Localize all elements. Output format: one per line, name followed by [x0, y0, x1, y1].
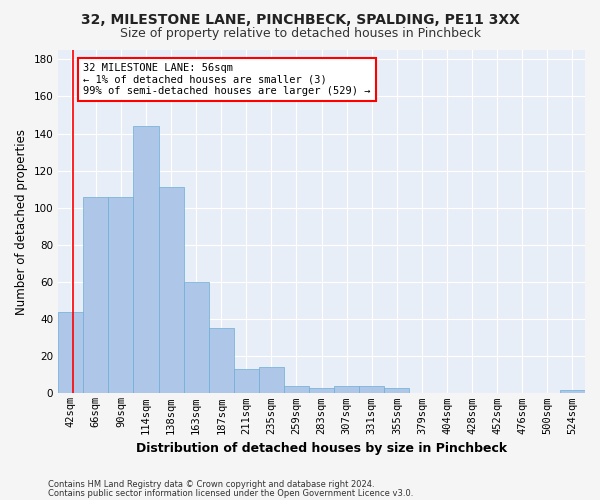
Bar: [334, 386, 359, 394]
Text: Size of property relative to detached houses in Pinchbeck: Size of property relative to detached ho…: [119, 28, 481, 40]
Bar: [259, 368, 284, 394]
Bar: [234, 370, 259, 394]
Bar: [58, 312, 83, 394]
Text: 32 MILESTONE LANE: 56sqm
← 1% of detached houses are smaller (3)
99% of semi-det: 32 MILESTONE LANE: 56sqm ← 1% of detache…: [83, 63, 371, 96]
Bar: [385, 388, 409, 394]
X-axis label: Distribution of detached houses by size in Pinchbeck: Distribution of detached houses by size …: [136, 442, 507, 455]
Bar: [560, 390, 585, 394]
Bar: [309, 388, 334, 394]
Bar: [133, 126, 158, 394]
Text: Contains public sector information licensed under the Open Government Licence v3: Contains public sector information licen…: [48, 488, 413, 498]
Bar: [284, 386, 309, 394]
Bar: [109, 196, 133, 394]
Bar: [184, 282, 209, 394]
Y-axis label: Number of detached properties: Number of detached properties: [15, 128, 28, 314]
Text: 32, MILESTONE LANE, PINCHBECK, SPALDING, PE11 3XX: 32, MILESTONE LANE, PINCHBECK, SPALDING,…: [80, 12, 520, 26]
Bar: [158, 188, 184, 394]
Bar: [209, 328, 234, 394]
Bar: [83, 196, 109, 394]
Bar: [359, 386, 385, 394]
Text: Contains HM Land Registry data © Crown copyright and database right 2024.: Contains HM Land Registry data © Crown c…: [48, 480, 374, 489]
